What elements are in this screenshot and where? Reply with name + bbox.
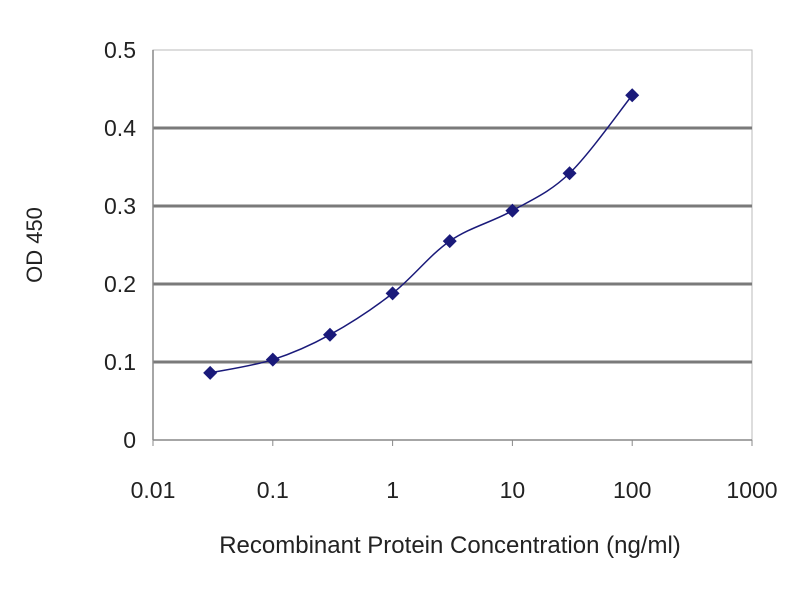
data-point	[625, 88, 640, 103]
data-point	[505, 203, 520, 218]
y-tick-label: 0.1	[104, 349, 136, 375]
x-tick-label: 10	[500, 477, 526, 503]
data-point	[385, 286, 400, 301]
x-tick-label: 100	[613, 477, 651, 503]
data-point	[203, 365, 218, 380]
y-tick-label: 0	[123, 427, 136, 453]
y-tick-label: 0.4	[104, 115, 136, 141]
y-tick-label: 0.2	[104, 271, 136, 297]
y-tick-label: 0.3	[104, 193, 136, 219]
x-tick-label: 0.1	[257, 477, 289, 503]
data-point	[562, 166, 577, 181]
x-axis-label: Recombinant Protein Concentration (ng/ml…	[219, 532, 681, 559]
y-tick-label: 0.5	[104, 37, 136, 63]
y-axis-label: OD 450	[22, 207, 47, 283]
x-tick-label: 1000	[726, 477, 777, 503]
x-tick-label: 0.01	[131, 477, 176, 503]
data-point	[442, 234, 457, 249]
data-point	[322, 327, 337, 342]
data-point	[265, 352, 280, 367]
x-tick-label: 1	[386, 477, 399, 503]
